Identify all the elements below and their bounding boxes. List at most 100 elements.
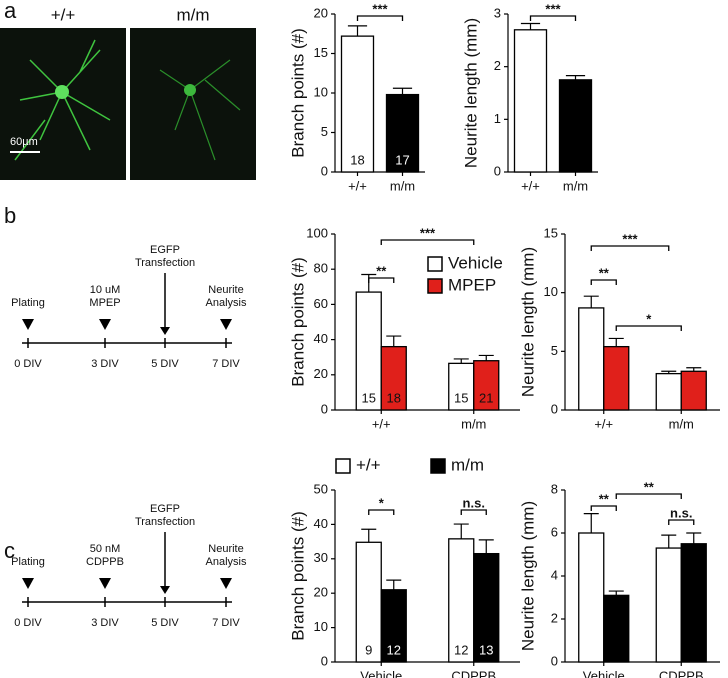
count-label: 18 [387,390,401,405]
event-arrowhead [160,586,170,594]
significance-label: ** [599,491,610,506]
error-bar [608,337,624,347]
y-tick-label: 10 [544,284,558,299]
error-bar [608,590,624,596]
event-marker [220,319,232,330]
day-label: 7 DIV [212,358,240,370]
y-tick-label: 5 [321,124,328,139]
y-tick-label: 30 [314,550,328,565]
y-tick-label: 5 [551,343,558,358]
error-bar [386,335,402,347]
event-marker [22,578,34,589]
y-tick-label: 40 [314,516,328,531]
event-label: Plating [11,556,45,568]
y-tick-label: 1 [494,111,501,126]
error-bar [478,354,494,361]
significance-label: ** [376,263,387,278]
significance-bracket [529,15,577,21]
y-axis-label: Branch points (#) [288,257,307,386]
day-label: 7 DIV [212,617,240,629]
image-label: m/m [176,5,209,24]
error-bar [583,513,599,533]
day-label: 0 DIV [14,358,42,370]
x-tick-label: +/+ [372,416,391,431]
micrograph [130,28,256,180]
x-tick-label: m/m [461,416,486,431]
legend-label: Vehicle [448,253,503,272]
significance-label: n.s. [670,505,692,520]
y-tick-label: 6 [551,524,558,539]
y-tick-label: 40 [314,331,328,346]
y-tick-label: 2 [551,610,558,625]
day-label: 3 DIV [91,617,119,629]
y-axis-label: Branch points (#) [288,511,307,640]
y-tick-label: 60 [314,296,328,311]
bar [655,547,682,663]
error-bar [583,295,599,308]
y-tick-label: 0 [494,163,501,178]
count-label: 17 [395,152,409,167]
y-tick-label: 0 [321,653,328,668]
legend-label: MPEP [448,275,496,294]
day-label: 0 DIV [14,617,42,629]
error-bar [686,532,702,544]
day-label: 3 DIV [91,358,119,370]
y-tick-label: 50 [314,481,328,496]
event-label: EGFP [150,503,180,515]
y-tick-label: 3 [494,5,501,20]
error-bar [386,579,402,590]
error-bar [453,358,469,364]
event-marker [22,319,34,330]
y-axis-label: Neurite length (mm) [518,247,537,397]
y-tick-label: 2 [494,58,501,73]
error-bar [392,87,413,95]
error-bar [347,25,368,37]
event-marker [220,578,232,589]
bar [448,362,475,411]
y-tick-label: 20 [314,366,328,381]
significance-label: ** [599,265,610,280]
event-label: 10 uM [90,284,121,296]
y-axis-label: Branch points (#) [288,28,307,157]
count-label: 18 [350,152,364,167]
count-label: 9 [365,642,372,657]
x-tick-label: m/m [563,178,588,193]
y-tick-label: 15 [544,225,558,240]
significance-bracket [615,493,682,499]
x-tick-label: CDPPB [659,668,704,678]
y-tick-label: 20 [314,5,328,20]
bar [473,360,500,411]
significance-label: ** [644,479,655,494]
y-tick-label: 0 [321,163,328,178]
significance-label: *** [622,231,638,246]
count-label: 15 [454,390,468,405]
event-label: Analysis [206,297,247,309]
event-marker [99,578,111,589]
bar [380,345,407,411]
y-tick-label: 80 [314,261,328,276]
error-bar [361,273,377,293]
significance-label: *** [545,1,561,16]
error-bar [361,528,377,543]
bar [513,29,548,173]
count-label: 13 [479,642,493,657]
x-tick-label: CDPPB [451,668,496,678]
legend-swatch [427,278,443,294]
bar [603,345,630,411]
legend-label: +/+ [356,455,381,474]
significance-bracket [590,245,670,251]
significance-bracket [380,239,475,245]
significance-bracket [368,277,395,283]
event-label: 50 nM [90,543,121,555]
significance-bracket [356,15,404,21]
day-label: 5 DIV [151,617,179,629]
legend-swatch [427,256,443,272]
significance-label: * [379,495,385,510]
count-label: 12 [387,642,401,657]
significance-bracket [368,509,395,515]
y-tick-label: 10 [314,619,328,634]
error-bar [565,75,586,80]
x-tick-label: m/m [669,416,694,431]
bar [385,93,420,173]
